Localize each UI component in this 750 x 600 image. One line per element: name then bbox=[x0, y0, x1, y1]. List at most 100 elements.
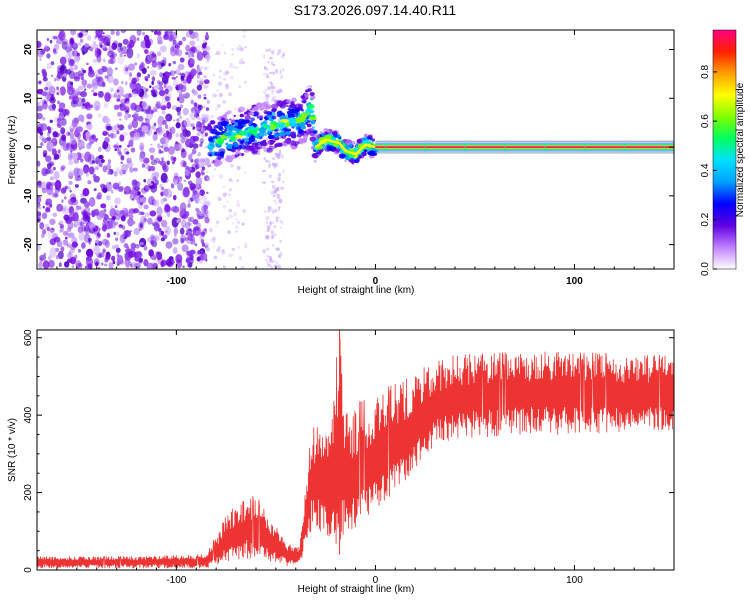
colorbar-tick-label: 0.0 bbox=[700, 262, 711, 276]
noise-blob bbox=[93, 188, 97, 192]
noise-blob bbox=[41, 68, 47, 75]
faint-noise-blob bbox=[228, 253, 233, 258]
streak-blob bbox=[275, 216, 279, 220]
noise-blob bbox=[153, 257, 157, 261]
faint-noise-blob bbox=[198, 130, 201, 133]
noise-blob bbox=[85, 248, 93, 257]
noise-blob bbox=[57, 250, 64, 260]
noise-blob bbox=[110, 30, 115, 36]
noise-blob bbox=[166, 116, 171, 121]
faint-noise-blob bbox=[213, 255, 218, 260]
faint-noise-blob bbox=[222, 100, 226, 104]
signal-blob bbox=[221, 120, 228, 127]
noise-blob bbox=[82, 45, 85, 48]
streak-blob bbox=[271, 162, 276, 167]
noise-blob bbox=[184, 92, 191, 99]
noise-blob bbox=[128, 93, 132, 98]
noise-blob bbox=[195, 171, 201, 179]
noise-blob bbox=[178, 92, 183, 98]
noise-blob bbox=[55, 41, 59, 44]
noise-blob bbox=[136, 30, 142, 36]
noise-blob bbox=[106, 125, 113, 131]
noise-blob bbox=[151, 80, 155, 86]
signal-blob bbox=[208, 148, 213, 152]
noise-blob bbox=[37, 195, 42, 204]
faint-noise-blob bbox=[197, 194, 200, 197]
noise-blob bbox=[118, 145, 122, 148]
noise-blob bbox=[119, 52, 123, 58]
signal-blob bbox=[294, 108, 299, 113]
signal-blob bbox=[262, 101, 269, 107]
hot-spot-blob bbox=[295, 116, 303, 124]
noise-blob bbox=[47, 128, 52, 134]
noise-blob bbox=[61, 205, 69, 215]
noise-blob bbox=[135, 181, 141, 187]
faint-noise-blob bbox=[231, 47, 235, 52]
noise-blob bbox=[180, 84, 187, 93]
noise-blob bbox=[81, 79, 88, 86]
noise-blob bbox=[105, 117, 111, 124]
faint-noise-blob bbox=[228, 188, 232, 192]
noise-blob bbox=[99, 209, 106, 219]
signal-blob bbox=[363, 133, 368, 137]
signal-blob bbox=[225, 125, 231, 130]
signal-blob bbox=[366, 151, 370, 154]
noise-blob bbox=[62, 108, 68, 116]
noise-blob bbox=[107, 59, 114, 65]
noise-blob bbox=[189, 183, 196, 191]
noise-blob bbox=[64, 53, 71, 59]
signal-blob bbox=[248, 137, 256, 143]
streak-blob bbox=[263, 54, 266, 59]
streak-blob bbox=[268, 48, 271, 53]
noise-blob bbox=[144, 49, 149, 55]
noise-blob bbox=[87, 212, 91, 216]
noise-blob bbox=[94, 243, 98, 246]
signal-blob bbox=[256, 102, 263, 108]
streak-blob bbox=[266, 247, 270, 251]
signal-blob bbox=[301, 139, 305, 142]
signal-blob bbox=[311, 126, 315, 129]
noise-blob bbox=[149, 210, 157, 217]
noise-blob bbox=[201, 42, 207, 49]
noise-blob bbox=[196, 121, 203, 128]
noise-blob bbox=[112, 260, 116, 265]
noise-blob bbox=[148, 183, 151, 187]
faint-noise-blob bbox=[209, 239, 212, 241]
signal-blob bbox=[313, 129, 316, 132]
noise-blob bbox=[126, 47, 134, 59]
noise-blob bbox=[172, 79, 179, 87]
noise-blob bbox=[115, 30, 120, 37]
signal-blob bbox=[247, 110, 250, 113]
noise-blob bbox=[156, 62, 161, 69]
noise-blob bbox=[49, 39, 53, 44]
faint-noise-blob bbox=[207, 31, 209, 33]
signal-blob bbox=[323, 131, 328, 136]
noise-blob bbox=[147, 66, 150, 69]
signal-blob bbox=[309, 136, 317, 142]
noise-blob bbox=[189, 166, 192, 171]
signal-blob bbox=[326, 144, 331, 148]
noise-blob bbox=[60, 167, 65, 172]
streak-blob bbox=[270, 84, 273, 90]
streak-blob bbox=[265, 93, 269, 98]
noise-blob bbox=[49, 218, 56, 226]
faint-noise-blob bbox=[225, 217, 230, 221]
snr-series-line bbox=[37, 338, 674, 569]
streak-blob bbox=[279, 239, 283, 243]
noise-blob bbox=[133, 227, 140, 236]
noise-blob bbox=[114, 148, 118, 152]
colorbar-ticks: 0.0 0.2 0.4 0.6 0.8 bbox=[700, 64, 717, 276]
streak-blob bbox=[279, 219, 283, 223]
signal-blob bbox=[297, 129, 303, 133]
x-tick-label: -100 bbox=[166, 276, 186, 287]
noise-blob bbox=[182, 93, 185, 97]
noise-blob bbox=[156, 251, 163, 261]
noise-blob bbox=[136, 52, 141, 59]
noise-blob bbox=[128, 208, 136, 215]
noise-blob bbox=[93, 92, 98, 97]
signal-blob bbox=[267, 131, 271, 134]
noise-blob bbox=[174, 141, 182, 152]
noise-blob bbox=[107, 170, 111, 175]
